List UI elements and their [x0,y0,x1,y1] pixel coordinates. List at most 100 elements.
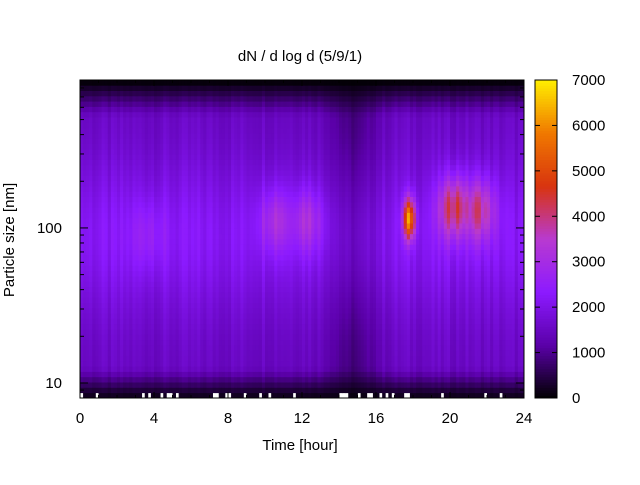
heatmap-cell [83,329,87,335]
heatmap-cell [240,80,244,86]
heatmap-cell [129,329,133,335]
heatmap-cell [271,170,275,176]
heatmap-cell [283,207,287,213]
heatmap-cell [237,159,241,166]
heatmap-cell [320,133,324,139]
heatmap-cell [326,175,331,182]
heatmap-cell [335,302,340,309]
heatmap-cell [172,207,176,213]
heatmap-cell [132,334,136,341]
heatmap-cell [157,318,161,325]
heatmap-cell [209,90,213,97]
heatmap-cell [206,355,210,362]
heatmap-cell [95,175,99,182]
heatmap-cell [335,270,340,277]
heatmap-cell [224,286,229,293]
heatmap-cell [252,223,257,229]
heatmap-cell [95,85,99,91]
heatmap-cell [271,318,275,325]
heatmap-cell [194,111,198,118]
heatmap-cell [206,366,210,372]
heatmap-cell [80,201,84,208]
heatmap-cell [200,244,204,250]
heatmap-cell [147,217,152,224]
heatmap-cell [154,339,158,346]
heatmap-cell [286,85,291,91]
heatmap-cell [92,366,96,372]
heatmap-cell [268,297,272,303]
heatmap-cell [212,339,217,346]
heatmap-cell [274,334,278,341]
heatmap-cell [160,318,164,325]
heatmap-cell [126,313,130,319]
heatmap-cell [283,244,287,250]
heatmap-cell [141,313,146,319]
heatmap-cell [178,265,183,272]
heatmap-cell [258,175,263,182]
heatmap-cell [237,334,241,341]
heatmap-cell [203,159,207,166]
heatmap-cell [110,387,115,394]
heatmap-cell [308,239,312,245]
heatmap-cell [194,387,198,394]
heatmap-cell [194,138,198,144]
heatmap-cell [274,164,278,171]
heatmap-cell [80,143,84,150]
heatmap-cell [92,260,96,266]
heatmap-cell [265,265,269,272]
heatmap-cell [150,138,155,144]
heatmap-cell [187,281,192,288]
heatmap-cell [332,143,337,150]
heatmap-cell [98,382,102,388]
heatmap-cell [147,318,152,325]
heatmap-cell [154,228,158,235]
heatmap-cell [283,249,287,256]
heatmap-cell [157,101,161,107]
heatmap-cell [138,270,143,277]
heatmap-cell [246,180,250,187]
heatmap-cell [98,334,102,341]
heatmap-cell [98,392,102,399]
heatmap-cell [286,101,291,107]
heatmap-cell [104,276,109,282]
heatmap-cell [215,254,220,261]
heatmap-cell [243,201,247,208]
heatmap-cell [228,170,232,176]
heatmap-cell [154,376,158,383]
heatmap-cell [311,249,315,256]
heatmap-cell [240,281,244,288]
heatmap-cell [141,371,146,378]
heatmap-cell [209,106,213,113]
heatmap-cell [113,350,118,356]
heatmap-cell [141,85,146,91]
heatmap-cell [172,249,176,256]
heatmap-cell [305,223,309,229]
heatmap-cell [295,180,300,187]
heatmap-cell [117,239,121,245]
heatmap-cell [252,382,257,388]
heatmap-cell [187,276,192,282]
heatmap-cell [295,350,300,356]
heatmap-cell [107,201,112,208]
heatmap-cell [243,138,247,144]
heatmap-cell [326,260,331,266]
heatmap-cell [258,292,263,298]
heatmap-cell [283,111,287,118]
heatmap-cell [283,265,287,272]
heatmap-cell [132,228,136,235]
heatmap-cell [187,249,192,256]
heatmap-cell [98,329,102,335]
heatmap-cell [203,212,207,219]
heatmap-cell [92,207,96,213]
heatmap-cell [184,249,189,256]
heatmap-cell [107,159,112,166]
heatmap-cell [147,111,152,118]
heatmap-cell [104,281,109,288]
heatmap-cell [138,133,143,139]
heatmap-cell [157,392,161,399]
heatmap-cell [261,127,266,134]
heatmap-cell [332,170,337,176]
heatmap-cell [221,207,226,213]
heatmap-cell [178,376,183,383]
heatmap-cell [107,207,112,213]
